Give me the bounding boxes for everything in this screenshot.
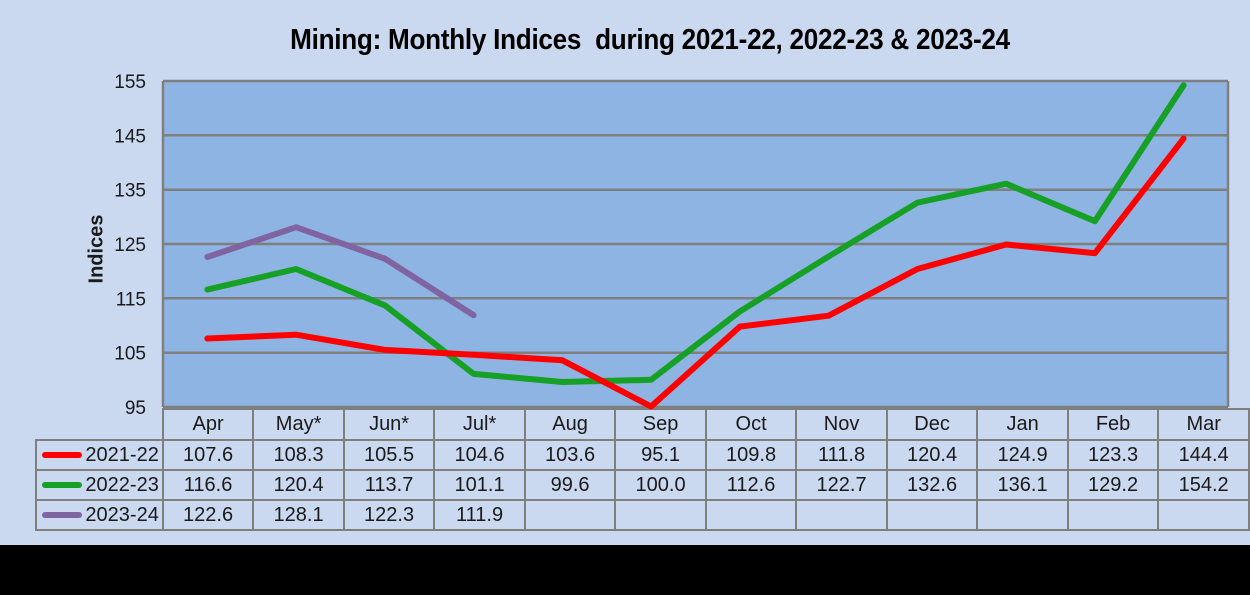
value-cell: [885, 499, 979, 531]
legend-line-swatch: [42, 512, 82, 518]
value-cell: 95.1: [614, 439, 707, 471]
y-tick-label: 105: [114, 344, 146, 365]
y-axis-title: Indices: [85, 214, 108, 284]
value-cell: [976, 499, 1069, 531]
value-cell: 129.2: [1066, 469, 1160, 501]
series-name: 2022-23: [85, 473, 159, 496]
series-name: 2023-24: [85, 503, 159, 526]
value-cell: 120.4: [885, 439, 979, 471]
table-row: 2023-24 122.6 128.1 122.3 111.9: [35, 499, 1250, 531]
value-cell: 107.6: [161, 439, 255, 471]
value-cell: 99.6: [523, 469, 617, 501]
value-cell: 154.2: [1157, 469, 1250, 501]
legend-line-swatch: [42, 482, 82, 488]
month-header-cell: Jun*: [342, 408, 436, 441]
value-cell: 101.1: [433, 469, 526, 501]
y-tick-label: 115: [116, 289, 146, 310]
value-cell: 103.6: [523, 439, 617, 471]
table-row: 2021-22 107.6 108.3 105.5 104.6 103.6 95.1 109.…: [35, 439, 1250, 471]
value-cell: 136.1: [976, 469, 1069, 501]
month-header-cell: Sep: [614, 408, 707, 441]
y-tick-label: 145: [114, 126, 146, 147]
y-tick-label: 155: [114, 72, 146, 93]
value-cell: [523, 499, 617, 531]
table-header-row: Apr May* Jun* Jul* Aug Sep Oct Nov Dec Jan Feb Mar: [36, 408, 1250, 441]
value-cell: 144.4: [1157, 439, 1250, 471]
month-header-cell: May*: [252, 408, 345, 441]
series-line-2022-23: [204, 82, 1187, 385]
month-header-cell: Nov: [795, 408, 888, 441]
month-header-cell: Jan: [976, 408, 1069, 441]
y-tick-label: 125: [114, 235, 146, 256]
value-cell: [1066, 499, 1160, 531]
bottom-black-bar: [0, 545, 1250, 595]
data-table: Apr May* Jun* Jul* Aug Sep Oct Nov Dec Jan Feb Mar 2…: [35, 408, 1250, 531]
value-cell: 128.1: [252, 499, 345, 531]
value-cell: [795, 499, 888, 531]
value-cell: [614, 499, 707, 531]
month-header-cell: Feb: [1066, 408, 1160, 441]
month-header-cell: Dec: [885, 408, 979, 441]
value-cell: 120.4: [252, 469, 345, 501]
series-label-cell: 2023-24: [35, 499, 164, 531]
y-tick-label: 135: [114, 181, 146, 202]
table-row: 2022-23 116.6 120.4 113.7 101.1 99.6 100.0 112.…: [35, 469, 1250, 501]
series-label-cell: 2022-23: [35, 469, 164, 501]
legend-line-swatch: [42, 452, 82, 458]
plot-background: [163, 81, 1228, 407]
value-cell: 132.6: [885, 469, 979, 501]
value-cell: 100.0: [614, 469, 707, 501]
value-cell: 109.8: [704, 439, 798, 471]
value-cell: 116.6: [161, 469, 255, 501]
value-cell: 124.9: [976, 439, 1069, 471]
month-header-cell: Oct: [704, 408, 798, 441]
table-corner-cell: [36, 409, 163, 440]
value-cell: 113.7: [342, 469, 436, 501]
series-name: 2021-22: [85, 443, 159, 466]
series-line-2021-22: [204, 135, 1187, 410]
month-header-cell: Apr: [161, 408, 255, 441]
value-cell: 111.9: [433, 499, 526, 531]
value-cell: 123.3: [1066, 439, 1160, 471]
series-line-2023-24: [204, 224, 477, 319]
value-cell: 108.3: [252, 439, 345, 471]
value-cell: 122.6: [161, 499, 255, 531]
value-cell: 112.6: [704, 469, 798, 501]
value-cell: [704, 499, 798, 531]
series-label-cell: 2021-22: [35, 439, 164, 471]
month-header-cell: Jul*: [433, 408, 526, 441]
chart-title: Mining: Monthly Indices during 2021-22, …: [290, 24, 1010, 56]
value-cell: 122.3: [342, 499, 436, 531]
month-header-cell: Aug: [523, 408, 617, 441]
value-cell: [1157, 499, 1250, 531]
value-cell: 104.6: [433, 439, 526, 471]
value-cell: 122.7: [795, 469, 888, 501]
value-cell: 111.8: [795, 439, 888, 471]
month-header-cell: Mar: [1157, 408, 1250, 441]
value-cell: 105.5: [342, 439, 436, 471]
